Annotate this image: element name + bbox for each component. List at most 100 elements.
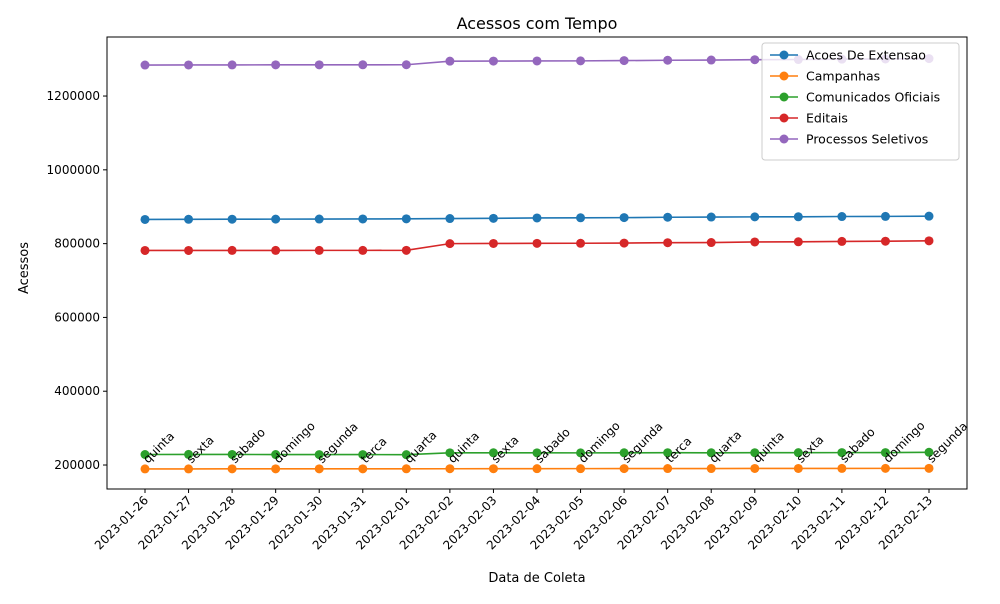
- data-point: [401, 245, 411, 255]
- weekday-annotation: domingo: [881, 418, 928, 465]
- data-point: [706, 238, 716, 248]
- data-point: [576, 448, 586, 458]
- data-point: [793, 463, 803, 473]
- legend-label: Campanhas: [806, 69, 880, 84]
- data-point: [140, 450, 150, 460]
- weekday-annotation: quarta: [402, 428, 440, 466]
- data-point: [401, 214, 411, 224]
- weekday-annotation: quinta: [445, 429, 482, 466]
- y-tick-label: 200000: [54, 458, 100, 472]
- data-point: [532, 213, 542, 223]
- weekday-annotation: domingo: [576, 419, 623, 466]
- data-point: [706, 448, 716, 458]
- weekday-annotation: sabado: [227, 425, 268, 466]
- data-point: [793, 448, 803, 458]
- data-point: [314, 245, 324, 255]
- legend-label: Acoes De Extensao: [806, 48, 926, 63]
- data-point: [184, 464, 194, 474]
- data-point: [314, 464, 324, 474]
- legend-marker: [779, 92, 789, 102]
- data-point: [401, 464, 411, 474]
- weekday-annotation: sexta: [184, 433, 217, 466]
- data-point: [140, 60, 150, 70]
- data-point: [227, 449, 237, 459]
- data-point: [619, 448, 629, 458]
- x-axis-label: Data de Coleta: [488, 571, 585, 586]
- data-point: [184, 245, 194, 255]
- legend-label: Editais: [806, 111, 848, 126]
- data-point: [140, 245, 150, 255]
- data-point: [227, 214, 237, 224]
- data-point: [924, 211, 934, 221]
- data-point: [358, 60, 368, 70]
- legend: Acoes De Extensao Campanhas Comunicados Of…: [761, 42, 960, 161]
- legend-label: Comunicados Oficiais: [806, 90, 940, 105]
- data-point: [445, 464, 455, 474]
- data-point: [837, 463, 847, 473]
- data-point: [750, 237, 760, 247]
- y-tick-label: 1200000: [47, 89, 100, 103]
- y-tick-label: 1000000: [47, 163, 100, 177]
- data-point: [924, 236, 934, 246]
- legend-marker: [779, 113, 789, 123]
- data-point: [532, 448, 542, 458]
- data-point: [619, 464, 629, 474]
- data-point: [880, 463, 890, 473]
- data-point: [706, 464, 716, 474]
- weekday-annotation: domingo: [271, 419, 318, 466]
- data-point: [532, 238, 542, 248]
- weekday-annotation: sabado: [837, 425, 878, 466]
- y-axis-label: Acessos: [17, 242, 32, 294]
- data-point: [445, 448, 455, 458]
- weekday-annotation: terca: [663, 434, 695, 466]
- data-point: [488, 448, 498, 458]
- data-point: [837, 448, 847, 458]
- data-point: [140, 214, 150, 224]
- data-point: [358, 214, 368, 224]
- data-point: [663, 238, 673, 248]
- data-point: [314, 60, 324, 70]
- data-point: [750, 463, 760, 473]
- legend-marker: [779, 50, 789, 60]
- data-point: [401, 450, 411, 460]
- data-point: [271, 214, 281, 224]
- data-point: [576, 213, 586, 223]
- data-point: [445, 214, 455, 224]
- weekday-annotation: quinta: [140, 429, 177, 466]
- data-point: [619, 213, 629, 223]
- data-point: [140, 464, 150, 474]
- data-point: [576, 56, 586, 66]
- data-point: [619, 56, 629, 66]
- weekday-annotation: terca: [358, 434, 390, 466]
- data-point: [184, 449, 194, 459]
- data-point: [401, 60, 411, 70]
- data-point: [314, 214, 324, 224]
- data-point: [358, 450, 368, 460]
- data-point: [532, 464, 542, 474]
- weekday-annotation: segunda: [314, 420, 360, 466]
- data-point: [750, 212, 760, 222]
- data-point: [706, 55, 716, 65]
- data-point: [314, 450, 324, 460]
- weekday-annotation: sabado: [532, 425, 573, 466]
- data-point: [271, 450, 281, 460]
- legend-box: [761, 42, 960, 161]
- data-point: [793, 212, 803, 222]
- data-point: [445, 56, 455, 66]
- data-point: [184, 214, 194, 224]
- data-point: [880, 448, 890, 458]
- data-point: [663, 212, 673, 222]
- data-point: [793, 237, 803, 247]
- data-point: [488, 238, 498, 248]
- data-point: [488, 213, 498, 223]
- data-point: [880, 236, 890, 246]
- data-point: [358, 464, 368, 474]
- legend-marker: [779, 134, 789, 144]
- weekday-annotation: segunda: [619, 419, 665, 465]
- data-point: [488, 464, 498, 474]
- data-point: [227, 464, 237, 474]
- data-point: [924, 463, 934, 473]
- legend-marker: [779, 71, 789, 81]
